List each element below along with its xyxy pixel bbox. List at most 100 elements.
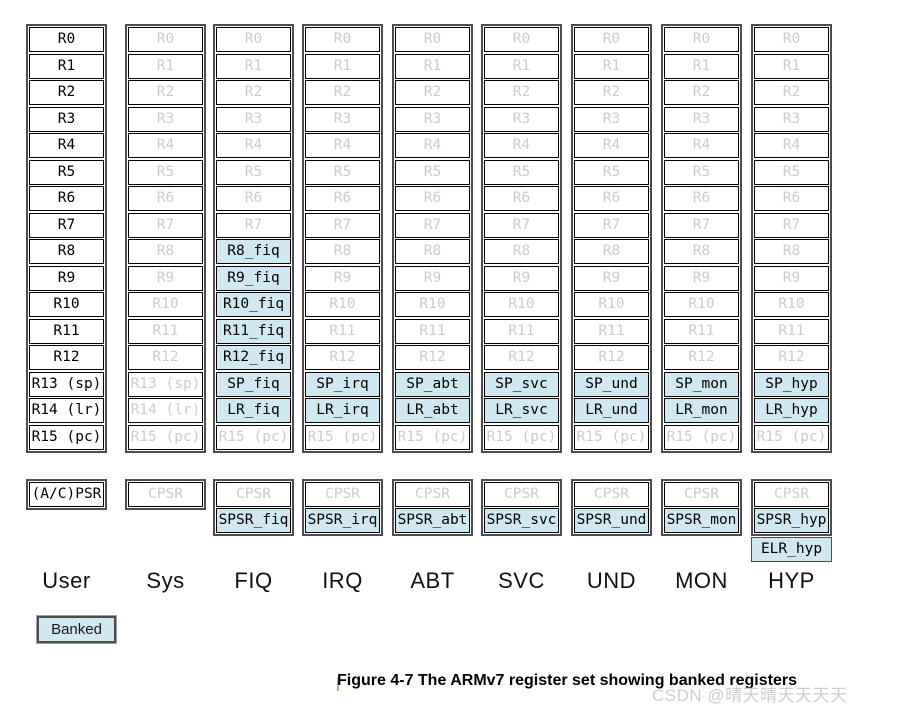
register-cell: LR_irq (305, 398, 380, 423)
register-cell: R0 (574, 27, 649, 52)
register-cell: R11 (574, 318, 649, 344)
register-cell: R1 (574, 53, 649, 79)
register-cell: R7 (128, 212, 203, 238)
register-cell: R3 (484, 106, 559, 132)
register-cell: R5 (574, 159, 649, 185)
register-cell: R9 (29, 265, 104, 291)
register-cell: SP_irq (305, 371, 380, 397)
register-cell: R1 (664, 53, 739, 79)
register-cell: R9 (574, 265, 649, 291)
register-cell: R1 (29, 53, 104, 79)
mode-column-svc: R0 R1 R2 R3 R4 R5 R6 R7 R8 R9 R10 R11 R12 SP_svc LR_sv… (481, 24, 562, 593)
psr-cell: SPSR_irq (305, 508, 380, 533)
register-cell: R7 (664, 212, 739, 238)
register-cell: R4 (128, 133, 203, 158)
register-cell: R12 (574, 345, 649, 370)
register-cell: R3 (664, 106, 739, 132)
register-cell: R15 (pc) (216, 424, 291, 450)
register-cell: R15 (pc) (128, 424, 203, 450)
register-cell: R15 (pc) (754, 424, 829, 450)
register-cell: R5 (395, 159, 470, 185)
mode-column-fiq: R0 R1 R2 R3 R4 R5 R6 R7 R8_fiq R9_fiq R10_fiq R11_f… (213, 24, 294, 593)
psr-stack: CPSR SPSR_abt (392, 478, 473, 536)
register-cell: R8 (29, 239, 104, 264)
register-cell: R10 (484, 292, 559, 317)
register-cell: R3 (305, 106, 380, 132)
register-cell: R5 (664, 159, 739, 185)
register-cell: R9 (395, 265, 470, 291)
register-cell: R8 (128, 239, 203, 264)
register-stack: R0 R1 R2 R3 R4 R5 R6 R7 R8 R9 R10 R11 R12 SP_und LR_un… (571, 24, 652, 453)
register-cell: SP_abt (395, 371, 470, 397)
register-cell: R7 (574, 212, 649, 238)
mode-label-svc: SVC (498, 568, 545, 593)
psr-cell: CPSR (216, 481, 291, 507)
register-cell: R8 (574, 239, 649, 264)
psr-cell: SPSR_abt (395, 508, 470, 533)
register-cell: R4 (754, 133, 829, 158)
psr-cell: SPSR_hyp (754, 508, 829, 533)
register-cell: R4 (664, 133, 739, 158)
register-cell: R5 (216, 159, 291, 185)
register-cell: R4 (305, 133, 380, 158)
psr-stack: CPSR SPSR_svc (481, 478, 562, 536)
register-cell: R5 (484, 159, 559, 185)
register-cell: R11 (305, 318, 380, 344)
register-cell: R6 (395, 186, 470, 211)
psr-cell: SPSR_mon (664, 508, 739, 533)
register-cell: R2 (29, 80, 104, 105)
mode-column-hyp: R0 R1 R2 R3 R4 R5 R6 R7 R8 R9 R10 R11 R12 SP_hyp LR_hy… (751, 24, 832, 593)
register-cell: R11_fiq (216, 318, 291, 344)
register-cell: R11 (395, 318, 470, 344)
register-cell: R0 (395, 27, 470, 52)
psr-cell: CPSR (305, 481, 380, 507)
mode-label-mon: MON (675, 568, 728, 593)
register-cell: R5 (128, 159, 203, 185)
register-cell: R12_fiq (216, 345, 291, 370)
psr-cell: SPSR_svc (484, 508, 559, 533)
register-cell: R12 (754, 345, 829, 370)
register-cell: R4 (484, 133, 559, 158)
register-cell: R3 (574, 106, 649, 132)
psr-cell: CPSR (664, 481, 739, 507)
register-cell: R2 (574, 80, 649, 105)
register-cell: R11 (664, 318, 739, 344)
mode-column-sys: R0 R1 R2 R3 R4 R5 R6 R7 R8 R9 R10 R11 R12 R13 (sp) R14… (125, 24, 206, 593)
register-cell: R1 (395, 53, 470, 79)
register-cell: R8 (305, 239, 380, 264)
register-cell: R11 (29, 318, 104, 344)
psr-stack: CPSR SPSR_hyp (751, 478, 832, 536)
register-cell: SP_fiq (216, 371, 291, 397)
register-cell: R12 (664, 345, 739, 370)
register-cell: R9 (754, 265, 829, 291)
register-cell: R10 (395, 292, 470, 317)
register-cell: R14 (lr) (128, 398, 203, 423)
register-cell: R1 (305, 53, 380, 79)
register-cell: R4 (216, 133, 291, 158)
mode-label-hyp: HYP (768, 568, 815, 593)
psr-stack: CPSR SPSR_und (571, 478, 652, 536)
mode-column-abt: R0 R1 R2 R3 R4 R5 R6 R7 R8 R9 R10 R11 R12 SP_abt LR_ab… (392, 24, 473, 593)
register-cell: R0 (128, 27, 203, 52)
register-cell: R1 (484, 53, 559, 79)
register-cell: R3 (29, 106, 104, 132)
mode-label-fiq: FIQ (234, 568, 273, 593)
register-stack: R0 R1 R2 R3 R4 R5 R6 R7 R8 R9 R10 R11 R12 SP_hyp LR_hy… (751, 24, 832, 453)
register-cell: R2 (484, 80, 559, 105)
register-cell: SP_svc (484, 371, 559, 397)
csdn-watermark: CSDN @晴天晴天天天天 (652, 686, 848, 705)
register-cell: R6 (484, 186, 559, 211)
register-cell: R12 (128, 345, 203, 370)
psr-cell: CPSR (395, 481, 470, 507)
register-cell: SP_mon (664, 371, 739, 397)
register-cell: R8_fiq (216, 239, 291, 264)
register-cell: R1 (216, 53, 291, 79)
register-stack: R0 R1 R2 R3 R4 R5 R6 R7 R8 R9 R10 R11 R12 R13 (sp) R14… (26, 24, 107, 453)
register-cell: LR_svc (484, 398, 559, 423)
register-cell: R5 (305, 159, 380, 185)
register-cell: R3 (754, 106, 829, 132)
register-cell: R13 (sp) (29, 371, 104, 397)
psr-stack: CPSR (125, 478, 206, 510)
register-cell: R8 (754, 239, 829, 264)
register-cell: R6 (305, 186, 380, 211)
